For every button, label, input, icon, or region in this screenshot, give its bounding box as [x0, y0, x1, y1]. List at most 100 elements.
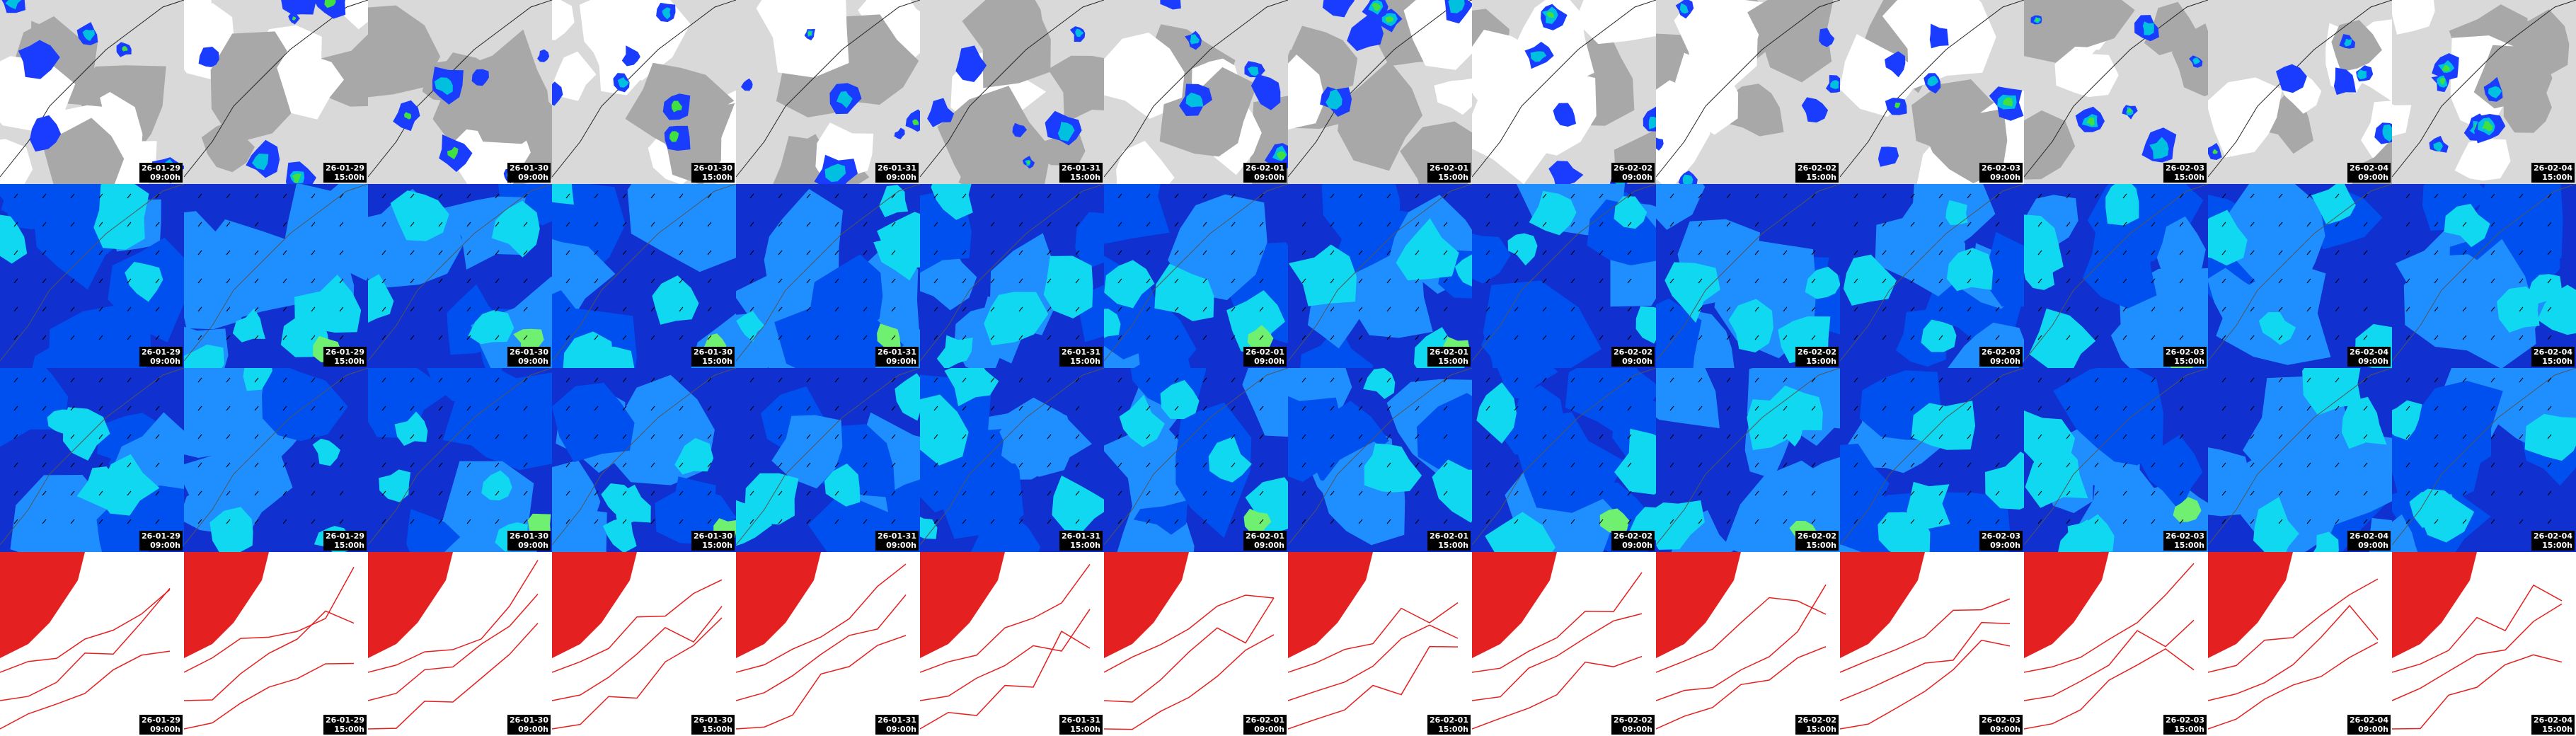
wind-barb — [1669, 335, 1674, 340]
timestamp-date: 26-02-04 — [2349, 715, 2388, 725]
map-panel: 26-02-01 09:00h — [1104, 184, 1288, 368]
wind-barb — [155, 222, 160, 227]
wind-barb — [311, 434, 316, 439]
wind-barb — [933, 519, 938, 524]
precip — [2344, 38, 2352, 47]
field — [936, 335, 973, 368]
field — [895, 373, 920, 421]
wind-barb — [962, 434, 967, 439]
wind-barb — [1358, 434, 1363, 439]
wind-barb — [990, 519, 995, 524]
coastline — [2392, 0, 2576, 178]
isobar — [1288, 645, 1459, 730]
wind-barb — [2490, 434, 2495, 439]
wind-barb — [438, 222, 443, 227]
precip — [324, 0, 336, 8]
isobar — [920, 631, 1091, 730]
cloud — [553, 51, 597, 101]
wind-barb — [2221, 406, 2226, 411]
field — [1154, 263, 1214, 321]
wind-barb — [2250, 335, 2255, 340]
wind-barb — [933, 222, 938, 227]
wind-barb — [410, 434, 415, 439]
wind-barb — [523, 490, 528, 496]
map-panel: 26-01-31 15:00h — [920, 184, 1104, 368]
wind-barb — [2122, 519, 2127, 524]
timestamp-time: 09:00h — [150, 541, 180, 550]
wind-barb — [863, 335, 868, 340]
wind-barb — [2335, 250, 2340, 255]
wind-barb — [495, 462, 500, 468]
wind-barb — [1231, 377, 1236, 383]
wind-barb — [1146, 462, 1151, 468]
cloud — [1840, 34, 1924, 117]
timestamp-time: 15:00h — [1806, 357, 1836, 366]
wind-barb — [1853, 306, 1858, 312]
wind-barb — [1726, 306, 1731, 312]
timestamp-date: 26-01-29 — [141, 715, 180, 725]
land-contours — [1472, 552, 1557, 658]
wind-barb — [70, 519, 75, 524]
timestamp: 26-02-01 15:00h — [1427, 715, 1471, 735]
land-contours — [2208, 552, 2293, 658]
wind-barb — [594, 490, 599, 496]
wind-barb — [1174, 250, 1179, 255]
wind-barb — [282, 377, 287, 383]
field — [1075, 212, 1104, 270]
wind-barb — [495, 434, 500, 439]
wind-barb — [1811, 519, 1816, 524]
wind-barb — [707, 434, 712, 439]
wind-barb — [1075, 519, 1080, 524]
isobar — [0, 650, 171, 730]
wind-barb — [933, 278, 938, 284]
wind-barb — [98, 250, 103, 255]
isobar — [184, 662, 355, 730]
wind-barb — [2462, 519, 2467, 524]
wind-barb — [2462, 222, 2467, 227]
wind-barb — [1882, 462, 1887, 468]
wind-barb — [778, 335, 783, 340]
map — [552, 184, 736, 368]
wind-barb — [1047, 377, 1052, 383]
field — [262, 368, 348, 442]
wind-barb — [155, 335, 160, 340]
wind-barb — [622, 490, 627, 496]
wind-barb — [594, 306, 599, 312]
cloud — [1047, 55, 1104, 123]
wind-barb — [1726, 519, 1731, 524]
wind-barb — [1967, 278, 1972, 284]
wind-barb — [1174, 490, 1179, 496]
wind-barb — [127, 406, 132, 411]
wind-barb — [466, 222, 471, 227]
precip — [1546, 11, 1554, 18]
timestamp-date: 26-02-03 — [1981, 531, 2020, 541]
wind-barb — [1754, 335, 1759, 340]
wind-barb — [254, 335, 259, 340]
timestamp-date: 26-01-30 — [509, 531, 548, 541]
wind-barb — [2221, 306, 2226, 312]
wind-barb — [1882, 193, 1887, 199]
isobar — [2024, 563, 2195, 673]
field — [1599, 508, 1630, 536]
wind-barb — [1967, 406, 1972, 411]
isobar — [1472, 655, 1643, 730]
timestamp: 26-02-02 09:00h — [1611, 163, 1655, 183]
field — [1396, 218, 1459, 281]
wind-barb — [1938, 193, 1943, 199]
wind-barb — [1202, 434, 1207, 439]
wind-barb — [2519, 222, 2524, 227]
wind-barb — [1542, 519, 1547, 524]
timestamp-time: 15:00h — [702, 173, 732, 182]
wind-barb — [2462, 335, 2467, 340]
precip — [1830, 80, 1839, 89]
isobar — [552, 617, 723, 730]
wind-barb — [1967, 306, 1972, 312]
wind-barb — [2405, 193, 2410, 199]
wind-barb — [2037, 335, 2042, 340]
field — [552, 383, 635, 463]
timestamp-date: 26-02-04 — [2533, 163, 2572, 173]
wind-barb — [523, 462, 528, 468]
wind-barb — [311, 306, 316, 312]
wind-barb — [2221, 278, 2226, 284]
wind-barb — [2037, 377, 2042, 383]
